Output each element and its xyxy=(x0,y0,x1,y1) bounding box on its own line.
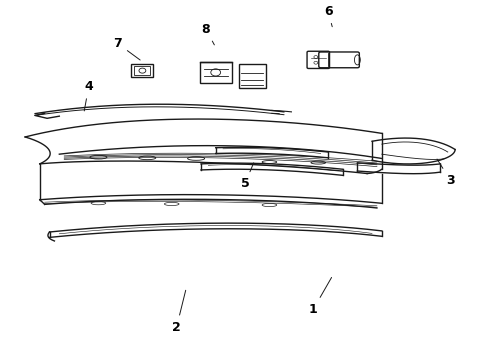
Text: 3: 3 xyxy=(437,159,455,186)
Text: 6: 6 xyxy=(324,5,332,27)
Text: 4: 4 xyxy=(84,80,93,111)
Bar xyxy=(131,64,153,77)
Text: 2: 2 xyxy=(172,290,186,333)
Text: 1: 1 xyxy=(309,278,332,316)
Text: 8: 8 xyxy=(201,23,214,45)
Bar xyxy=(200,62,232,83)
Text: 5: 5 xyxy=(241,163,254,190)
Text: 7: 7 xyxy=(114,37,140,60)
Bar xyxy=(134,66,150,75)
